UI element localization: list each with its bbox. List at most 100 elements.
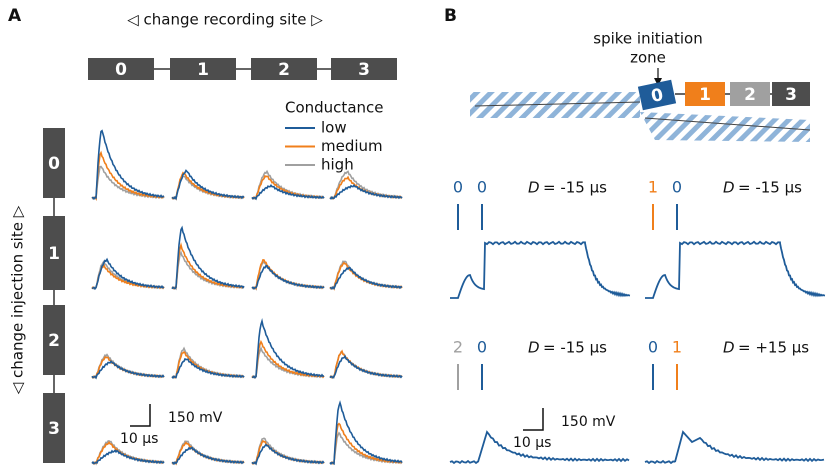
delay-value: = -15 µs (543, 179, 607, 197)
trace (251, 174, 325, 200)
trace (449, 430, 630, 465)
trace (645, 240, 826, 299)
scale-bar (130, 404, 151, 427)
site-box-rect (251, 58, 317, 80)
axis-label: ◁ change recording site ▷ (127, 11, 323, 29)
site-box: 1 (685, 82, 725, 106)
site-box: 0 (637, 79, 677, 111)
site-box: 3 (772, 82, 810, 106)
site-label: 3 (358, 60, 370, 80)
site-box-rect (43, 393, 65, 463)
marker-label: 0 (477, 178, 487, 197)
marker-label: 1 (648, 178, 658, 197)
trace (644, 430, 825, 465)
marker-label: 0 (453, 178, 463, 197)
site-box: 3 (331, 58, 397, 80)
trace (251, 264, 325, 290)
trace (171, 225, 245, 290)
marker-label: 1 (672, 338, 682, 357)
trace (329, 349, 403, 379)
delay-variable: D (723, 339, 735, 357)
trace (329, 266, 403, 290)
site-label: 0 (115, 60, 127, 80)
trace (91, 257, 165, 291)
marker-label: 0 (672, 178, 682, 197)
trace (91, 359, 165, 380)
trace (329, 431, 403, 466)
trace (251, 260, 325, 291)
marker-label: 2 (453, 338, 463, 357)
scale-label: 150 mV (168, 410, 223, 426)
site-box: 2 (730, 82, 770, 106)
scale-label: 10 µs (120, 431, 158, 447)
trace (251, 439, 325, 466)
site-label: 0 (649, 85, 665, 107)
site-box: 0 (43, 128, 65, 198)
site-box: 0 (88, 58, 154, 80)
delay-variable: D (528, 179, 540, 197)
trace (171, 250, 245, 291)
trace (329, 400, 403, 466)
annotation: zone (630, 49, 666, 67)
trace (251, 169, 325, 201)
trace (91, 449, 165, 465)
site-box-rect (730, 82, 770, 106)
site-box-rect (637, 79, 677, 111)
site-label: 2 (48, 331, 60, 351)
site-label: 3 (785, 85, 797, 105)
trace (91, 263, 165, 290)
arrow-head (654, 78, 662, 86)
marker-label: 0 (648, 338, 658, 357)
delay-variable: D (528, 339, 540, 357)
trace (251, 339, 325, 379)
panel-label: B (444, 6, 457, 26)
site-label: 1 (699, 85, 711, 105)
delay-value: = -15 µs (543, 339, 607, 357)
site-box: 1 (170, 58, 236, 80)
site-box-rect (88, 58, 154, 80)
delay-value: = -15 µs (738, 179, 802, 197)
scale-bar (523, 408, 544, 431)
site-label: 2 (744, 85, 756, 105)
site-label: 1 (48, 244, 60, 264)
trace (330, 350, 403, 380)
axon (640, 112, 810, 142)
legend-title: Conductance (285, 99, 384, 117)
panel-label: A (8, 6, 22, 26)
site-label: 3 (48, 419, 60, 439)
site-label: 2 (278, 60, 290, 80)
site-box: 1 (43, 216, 65, 290)
trace (171, 175, 245, 200)
site-box-rect (331, 58, 397, 80)
trace (171, 357, 245, 380)
site-box-rect (43, 305, 65, 375)
scale-label: 10 µs (513, 435, 551, 451)
site-label: 1 (197, 60, 209, 80)
marker-label: 0 (477, 338, 487, 357)
trace (172, 446, 244, 466)
site-box-rect (685, 82, 725, 106)
site-box-rect (43, 216, 65, 290)
axis-label: ◁ change injection site ▷ (9, 205, 27, 394)
legend-label: high (321, 156, 354, 174)
trace (251, 183, 325, 201)
trace (329, 354, 403, 379)
site-box: 3 (43, 393, 65, 463)
trace (251, 443, 325, 466)
scale-label: 150 mV (561, 414, 616, 430)
trace (91, 129, 165, 201)
site-box: 2 (251, 58, 317, 80)
site-label: 0 (48, 154, 60, 174)
trace (251, 318, 325, 379)
annotation: spike initiation (593, 30, 702, 48)
trace (251, 345, 325, 379)
trace (450, 240, 631, 299)
trace (171, 169, 245, 201)
axon-line (474, 101, 811, 131)
trace (329, 183, 403, 200)
site-box-rect (43, 128, 65, 198)
site-box-rect (170, 58, 236, 80)
site-box-rect (772, 82, 810, 106)
trace (171, 351, 245, 379)
delay-variable: D (723, 179, 735, 197)
